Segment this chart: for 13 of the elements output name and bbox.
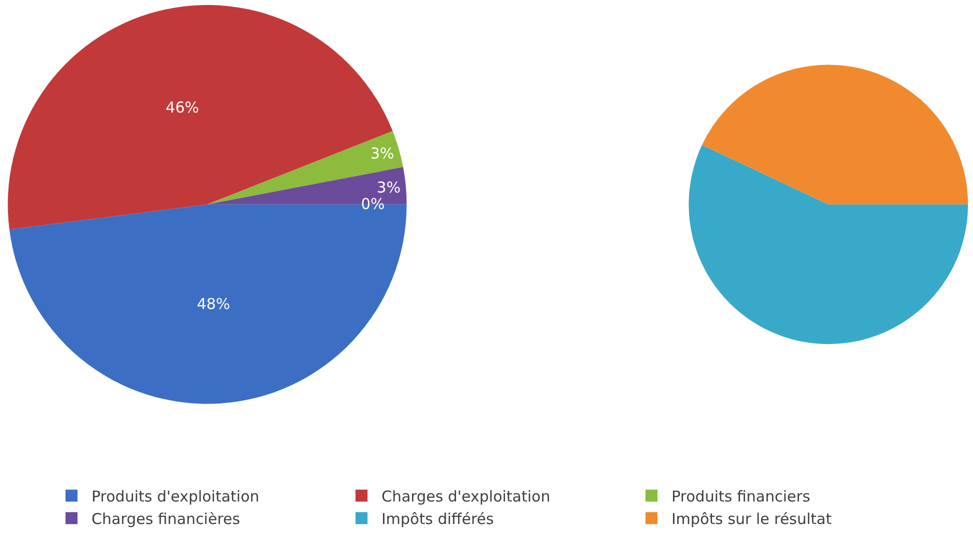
data-label: 46% xyxy=(166,98,200,116)
legend-label: Impôts différés xyxy=(382,510,494,528)
pie-slice xyxy=(688,144,968,344)
legend-label: Charges financières xyxy=(92,510,240,528)
data-label: 3% xyxy=(370,144,394,163)
data-label: 48% xyxy=(196,295,230,314)
legend-label: Produits financiers xyxy=(672,487,810,506)
legend-label: Produits d'exploitation xyxy=(92,487,260,506)
text: 0% xyxy=(361,195,385,213)
data-label: 3% xyxy=(376,178,401,196)
pie-slice xyxy=(702,64,968,204)
legend-label: Charges d'exploitation xyxy=(382,487,550,506)
legend-label: Impôts sur le résultat xyxy=(672,510,832,528)
